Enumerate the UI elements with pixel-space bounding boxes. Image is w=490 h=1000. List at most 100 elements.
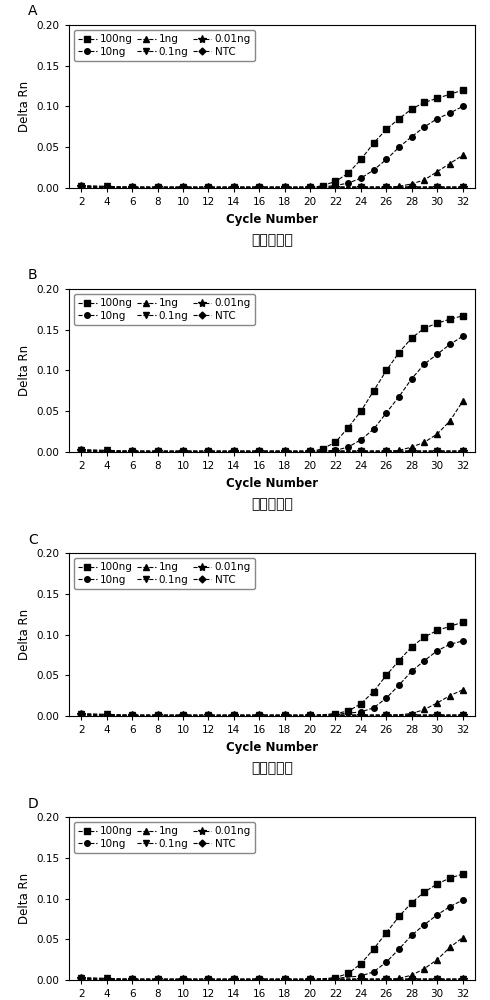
10ng — [231, 974, 237, 986]
0.1ng — [409, 709, 415, 721]
Text: 遲罗炭疽菌: 遲罗炭疽菌 — [251, 762, 293, 776]
0.01ng — [383, 709, 389, 721]
NTC — [358, 709, 364, 721]
10ng — [358, 706, 364, 718]
100ng — [447, 313, 453, 325]
NTC — [409, 181, 415, 193]
10ng — [447, 638, 453, 650]
Text: 胶孢炭疽菌: 胶孢炭疽菌 — [251, 234, 293, 248]
1ng — [447, 415, 453, 427]
0.1ng — [333, 181, 339, 193]
100ng — [333, 175, 339, 187]
100ng — [180, 182, 186, 194]
100ng — [78, 182, 84, 194]
10ng — [358, 434, 364, 446]
0.1ng — [282, 181, 288, 193]
100ng — [155, 446, 161, 458]
Line: 0.01ng: 0.01ng — [77, 974, 467, 983]
NTC — [333, 181, 339, 193]
NTC — [205, 973, 211, 985]
100ng — [409, 103, 415, 115]
1ng — [78, 974, 84, 986]
100ng — [155, 182, 161, 194]
NTC — [78, 444, 84, 456]
0.01ng — [205, 973, 211, 985]
0.1ng — [180, 709, 186, 721]
0.01ng — [78, 180, 84, 192]
NTC — [409, 973, 415, 985]
0.01ng — [78, 444, 84, 456]
100ng — [282, 974, 288, 986]
NTC — [205, 709, 211, 721]
0.01ng — [333, 709, 339, 721]
100ng — [396, 113, 402, 125]
100ng — [460, 310, 465, 322]
Line: 0.01ng: 0.01ng — [77, 446, 467, 455]
NTC — [155, 709, 161, 721]
X-axis label: Cycle Number: Cycle Number — [226, 741, 318, 754]
0.1ng — [78, 444, 84, 456]
100ng — [333, 436, 339, 448]
10ng — [434, 645, 440, 657]
NTC — [282, 445, 288, 457]
1ng — [333, 446, 339, 458]
1ng — [383, 446, 389, 458]
NTC — [231, 181, 237, 193]
1ng — [129, 974, 135, 986]
NTC — [409, 445, 415, 457]
100ng — [129, 974, 135, 986]
Line: 0.1ng: 0.1ng — [78, 711, 466, 718]
10ng — [409, 929, 415, 941]
100ng — [421, 631, 427, 643]
0.01ng — [282, 709, 288, 721]
100ng — [396, 347, 402, 359]
1ng — [231, 446, 237, 458]
1ng — [307, 710, 313, 722]
10ng — [371, 164, 377, 176]
0.1ng — [256, 445, 262, 457]
10ng — [155, 710, 161, 722]
0.01ng — [434, 709, 440, 721]
1ng — [282, 974, 288, 986]
100ng — [307, 182, 313, 194]
1ng — [434, 428, 440, 440]
0.01ng — [307, 973, 313, 985]
10ng — [104, 446, 110, 458]
10ng — [447, 107, 453, 119]
NTC — [409, 709, 415, 721]
1ng — [358, 974, 364, 986]
1ng — [180, 974, 186, 986]
100ng — [205, 710, 211, 722]
1ng — [383, 182, 389, 194]
0.01ng — [104, 709, 110, 721]
1ng — [409, 178, 415, 190]
10ng — [358, 172, 364, 184]
NTC — [180, 445, 186, 457]
0.01ng — [333, 181, 339, 193]
1ng — [155, 710, 161, 722]
100ng — [434, 92, 440, 104]
1ng — [421, 963, 427, 975]
1ng — [383, 710, 389, 722]
100ng — [383, 364, 389, 376]
10ng — [282, 182, 288, 194]
0.1ng — [104, 708, 110, 720]
10ng — [180, 710, 186, 722]
NTC — [256, 445, 262, 457]
100ng — [180, 710, 186, 722]
NTC — [231, 445, 237, 457]
0.1ng — [78, 708, 84, 720]
10ng — [333, 972, 339, 984]
0.1ng — [155, 973, 161, 985]
100ng — [155, 974, 161, 986]
0.01ng — [460, 973, 465, 985]
NTC — [256, 973, 262, 985]
0.01ng — [282, 445, 288, 457]
10ng — [396, 679, 402, 691]
0.1ng — [434, 709, 440, 721]
1ng — [460, 684, 465, 696]
0.1ng — [180, 445, 186, 457]
NTC — [155, 445, 161, 457]
100ng — [307, 446, 313, 458]
NTC — [460, 709, 465, 721]
